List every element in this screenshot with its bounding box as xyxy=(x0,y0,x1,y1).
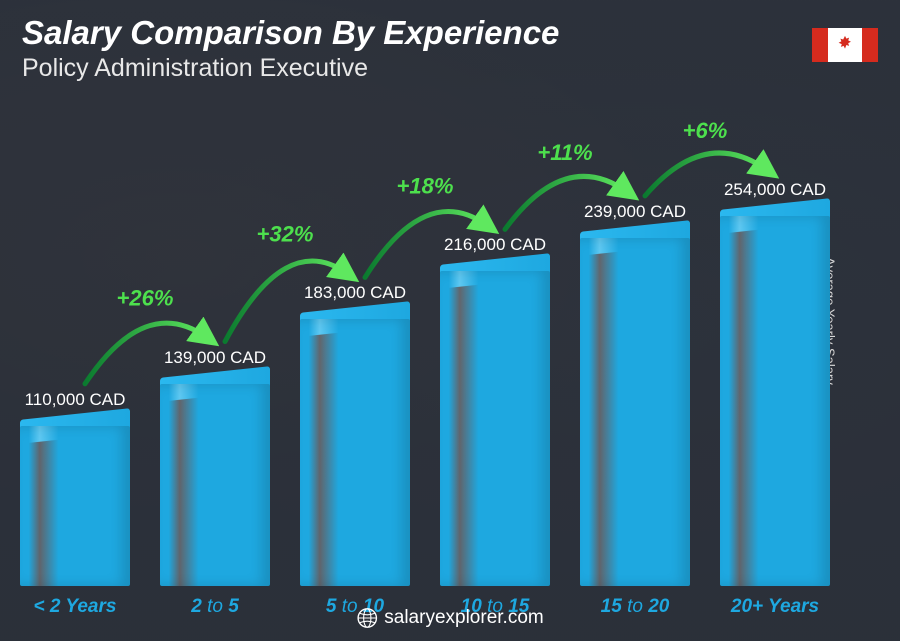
category-label: 2 to 5 xyxy=(145,596,285,618)
chart-header: Salary Comparison By Experience Policy A… xyxy=(22,14,559,83)
salary-bar xyxy=(720,216,830,586)
salary-bar xyxy=(440,271,550,586)
percent-label: +6% xyxy=(683,118,728,143)
category-label: 20+ Years xyxy=(705,596,845,618)
value-label: 183,000 CAD xyxy=(285,283,425,303)
salary-bar xyxy=(20,426,130,586)
globe-icon xyxy=(356,607,378,629)
salary-bar xyxy=(300,319,410,586)
bar-group: 216,000 CAD10 to 15 xyxy=(440,271,550,586)
footer-text: salaryexplorer.com xyxy=(384,607,543,629)
value-label: 254,000 CAD xyxy=(705,180,845,200)
bar-group: 254,000 CAD20+ Years xyxy=(720,216,830,586)
value-label: 216,000 CAD xyxy=(425,235,565,255)
value-label: 110,000 CAD xyxy=(5,390,145,410)
salary-bar xyxy=(580,238,690,586)
percent-label: +26% xyxy=(117,286,174,311)
bar-group: 239,000 CAD15 to 20 xyxy=(580,238,690,586)
bar-group: 110,000 CAD< 2 Years xyxy=(20,426,130,586)
percent-label: +18% xyxy=(397,173,454,198)
category-label: 15 to 20 xyxy=(565,596,705,618)
bar-group: 183,000 CAD5 to 10 xyxy=(300,319,410,586)
category-label: < 2 Years xyxy=(5,596,145,618)
percent-label: +11% xyxy=(537,140,592,165)
canada-flag-icon xyxy=(812,28,878,62)
value-label: 239,000 CAD xyxy=(565,202,705,222)
percent-label: +32% xyxy=(257,221,314,246)
salary-bar-chart: +26% +32% +18% +11% +6% 110,000 CAD< 2 Years… xyxy=(20,106,860,586)
chart-title: Salary Comparison By Experience xyxy=(22,14,559,52)
value-label: 139,000 CAD xyxy=(145,348,285,368)
footer-attribution: salaryexplorer.com xyxy=(356,607,543,629)
chart-subtitle: Policy Administration Executive xyxy=(22,54,559,83)
bar-group: 139,000 CAD2 to 5 xyxy=(160,384,270,586)
salary-bar xyxy=(160,384,270,586)
